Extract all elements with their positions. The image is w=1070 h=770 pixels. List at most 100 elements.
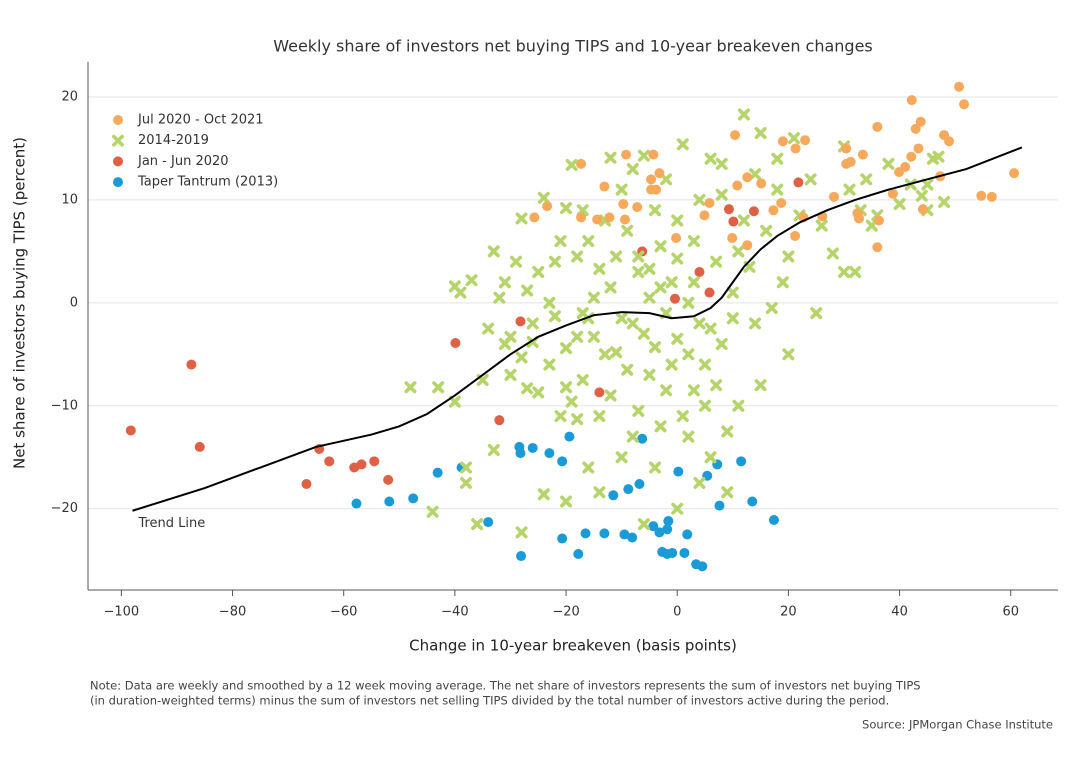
x-tick-label: 60 [1002, 605, 1019, 620]
cross-point [737, 214, 750, 227]
cross-point [715, 338, 728, 351]
point [768, 515, 779, 526]
cross-point [454, 286, 467, 299]
cross-point [671, 502, 684, 515]
trend-line-label: Trend Line [137, 516, 205, 531]
point [841, 143, 852, 154]
point [790, 230, 801, 241]
point [619, 214, 630, 225]
point [527, 442, 538, 453]
y-axis-label: Net share of investors buying TIPS (perc… [11, 137, 29, 469]
cross-point [921, 178, 934, 191]
point [494, 415, 505, 426]
cross-point [560, 202, 573, 215]
point [906, 151, 917, 162]
cross-point [537, 488, 550, 501]
cross-point [760, 224, 773, 237]
cross-point [654, 420, 667, 433]
cross-point [543, 296, 556, 309]
point [592, 214, 603, 225]
point [194, 441, 205, 452]
cross-point [826, 247, 839, 260]
cross-point [715, 157, 728, 170]
point [917, 204, 928, 215]
point [768, 205, 779, 216]
x-tick-label: 40 [891, 605, 908, 620]
cross-point [548, 255, 561, 268]
cross-point [576, 374, 589, 387]
cross-point [776, 276, 789, 289]
cross-point [448, 395, 461, 408]
cross-point [604, 151, 617, 164]
x-axis-label: Change in 10-year breakeven (basis point… [409, 637, 737, 655]
cross-point [571, 330, 584, 343]
cross-point [687, 276, 700, 289]
point [670, 293, 681, 304]
cross-point [654, 240, 667, 253]
cross-point [504, 368, 517, 381]
legend-marker [113, 177, 123, 188]
point [954, 81, 965, 92]
point [654, 168, 665, 179]
point [634, 478, 645, 489]
point [667, 547, 678, 558]
cross-point [426, 505, 439, 518]
point [621, 149, 632, 160]
cross-point [787, 132, 800, 145]
point [324, 456, 335, 467]
point [742, 172, 753, 183]
cross-point [504, 330, 517, 343]
cross-point [699, 358, 712, 371]
cross-point [621, 363, 634, 376]
x-tick-label: −20 [552, 605, 579, 620]
point [976, 190, 987, 201]
cross-point [587, 291, 600, 304]
cross-point [938, 195, 951, 208]
cross-point [782, 250, 795, 263]
cross-point [637, 518, 650, 531]
y-tick-label: −10 [51, 398, 78, 413]
cross-point [626, 430, 639, 443]
point [384, 496, 395, 507]
cross-point [865, 219, 878, 232]
cross-point [543, 358, 556, 371]
trend-line [132, 146, 1023, 512]
point [618, 199, 629, 210]
point [599, 181, 610, 192]
cross-point [654, 281, 667, 294]
cross-point [560, 381, 573, 394]
cross-point [593, 410, 606, 423]
cross-point [604, 389, 617, 402]
point [529, 212, 540, 223]
cross-point [637, 327, 650, 340]
legend-marker [113, 115, 123, 125]
cross-point [676, 410, 689, 423]
cross-point [665, 358, 678, 371]
point [714, 500, 725, 511]
cross-point [765, 301, 778, 314]
cross-point [526, 317, 539, 330]
cross-point [548, 310, 561, 323]
point [915, 116, 926, 127]
cross-point [565, 395, 578, 408]
cross-point [615, 451, 628, 464]
cross-point [860, 173, 873, 186]
point [632, 202, 643, 213]
point [682, 529, 693, 540]
point [694, 266, 705, 277]
cross-point [532, 386, 545, 399]
point [800, 135, 811, 146]
point [186, 359, 197, 370]
chart-title: Weekly share of investors net buying TIP… [273, 37, 873, 56]
point [697, 561, 708, 572]
point [383, 474, 394, 485]
cross-point [621, 224, 634, 237]
point [699, 210, 710, 221]
point [542, 201, 553, 212]
cross-point [615, 312, 628, 325]
cross-point [687, 384, 700, 397]
cross-point [699, 399, 712, 412]
point [627, 532, 638, 543]
cross-point [465, 274, 478, 287]
